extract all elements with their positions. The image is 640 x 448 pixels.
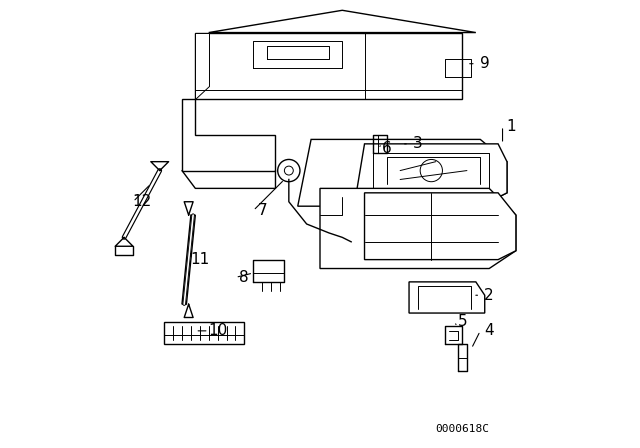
Text: 11: 11 (190, 252, 209, 267)
Text: 0000618C: 0000618C (435, 424, 490, 434)
Polygon shape (195, 33, 209, 99)
Text: 10: 10 (208, 323, 227, 338)
Text: 7: 7 (257, 203, 267, 218)
Text: 3: 3 (413, 136, 423, 151)
Polygon shape (356, 144, 507, 197)
Polygon shape (164, 322, 244, 344)
Polygon shape (298, 139, 507, 206)
Text: 12: 12 (132, 194, 152, 209)
Text: 1: 1 (507, 119, 516, 134)
Text: 2: 2 (484, 288, 494, 303)
Polygon shape (182, 99, 275, 171)
Polygon shape (320, 188, 516, 268)
Polygon shape (209, 10, 476, 33)
Text: 8: 8 (239, 270, 249, 285)
Text: 9: 9 (480, 56, 490, 71)
Polygon shape (409, 282, 484, 313)
Polygon shape (365, 193, 516, 260)
Polygon shape (182, 215, 195, 304)
Text: 5: 5 (458, 314, 467, 329)
Text: 4: 4 (484, 323, 494, 338)
Polygon shape (195, 33, 463, 99)
Text: 6: 6 (382, 141, 392, 156)
